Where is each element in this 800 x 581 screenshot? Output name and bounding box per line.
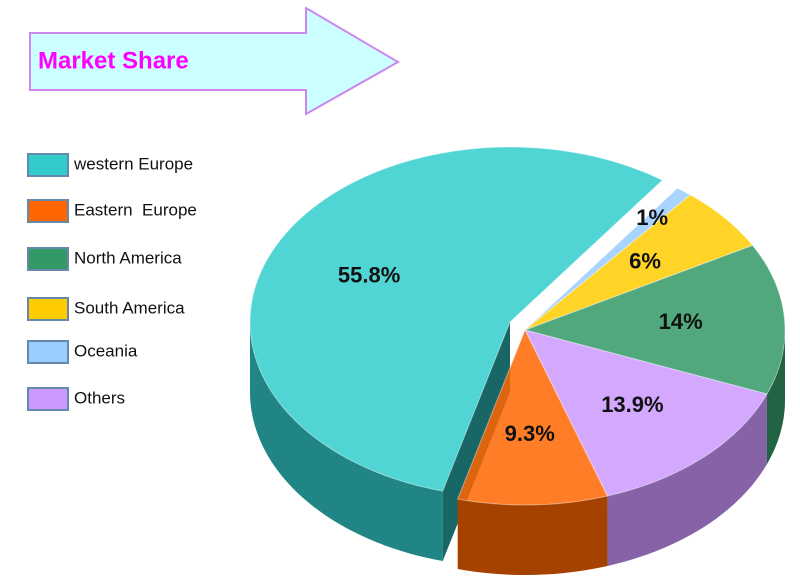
data-label: 14% <box>659 309 703 334</box>
pie: 55.8% 1% 6% 14% 13.9% 9.3% <box>249 146 786 575</box>
legend-swatch <box>27 387 69 411</box>
legend-label: Oceania <box>74 341 138 360</box>
slice-side <box>250 322 443 562</box>
legend-label: North America <box>74 248 182 267</box>
data-label: 55.8% <box>338 263 400 288</box>
slice <box>457 328 609 506</box>
legend-label: South America <box>74 298 185 317</box>
data-label: 9.3% <box>505 421 555 446</box>
slice-side-shade <box>457 495 608 575</box>
slice <box>524 187 692 331</box>
slice <box>524 329 768 497</box>
slice-side-shade <box>607 394 767 566</box>
legend-label: Others <box>74 388 125 407</box>
slice-side-shade <box>766 330 785 465</box>
legend-label: Eastern Europe <box>74 200 197 219</box>
legend-label: western Europe <box>73 154 193 173</box>
data-label: 13.9% <box>601 392 663 417</box>
slice-side <box>607 394 767 566</box>
slice-side <box>766 330 785 465</box>
legend-swatch <box>27 153 69 177</box>
data-label: 6% <box>629 249 661 274</box>
slice <box>249 146 664 492</box>
legend: western Europe Eastern Europe North Americ… <box>27 153 197 411</box>
data-label: 1% <box>636 205 668 230</box>
slice-side-shade <box>250 322 443 562</box>
legend-swatch <box>27 247 69 271</box>
legend-swatch <box>27 199 69 223</box>
slice <box>523 244 786 395</box>
title-arrow <box>29 6 401 116</box>
chart-title: Market Share <box>38 47 189 74</box>
legend-swatch <box>27 297 69 321</box>
slice-side <box>457 495 608 575</box>
slice <box>524 194 754 331</box>
legend-swatch <box>27 340 69 364</box>
